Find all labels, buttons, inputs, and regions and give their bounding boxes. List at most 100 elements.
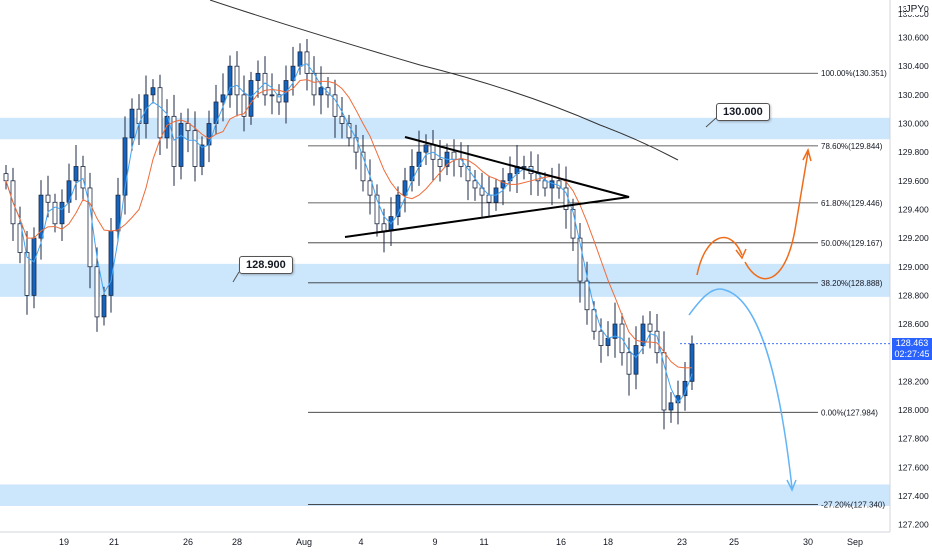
orange-arrow-2	[744, 147, 812, 280]
candle-body-39	[276, 94, 282, 103]
candle-body-74	[521, 166, 527, 168]
fib-label-4: 38.20%(128.888)	[821, 279, 883, 288]
triangle-pattern	[344, 136, 630, 238]
candle-body-33	[234, 65, 240, 96]
candle-body-94	[661, 352, 667, 411]
candle-body-81	[570, 209, 576, 239]
y-tick-label-7: 128.600	[898, 319, 929, 329]
y-tick-label-13: 129.800	[898, 147, 929, 157]
candle-body-11	[80, 166, 86, 189]
x-tick-label-7: 11	[479, 537, 488, 547]
candle-body-35	[248, 80, 254, 117]
candle-body-54	[381, 223, 387, 232]
candle-body-53	[374, 194, 380, 225]
candle-body-64	[451, 151, 457, 160]
ma-slow-line	[5, 79, 693, 369]
candle-body-84	[591, 309, 597, 332]
candle-body-23	[164, 115, 170, 139]
candle-body-51	[360, 151, 366, 182]
candle-body-14	[101, 294, 107, 318]
candle-body-28	[199, 144, 205, 167]
candle-body-18	[129, 108, 135, 139]
zone-band-2	[0, 484, 890, 506]
candle-body-41	[290, 65, 296, 81]
candle-body-48	[339, 115, 345, 124]
x-tick-label-5: 4	[358, 537, 363, 547]
blue-arrow	[688, 288, 797, 492]
callout-128900-text: 128.900	[246, 259, 286, 271]
y-tick-label-11: 129.400	[898, 204, 929, 214]
fib-label-3: 50.00%(129.167)	[821, 239, 883, 248]
candle-body-90	[633, 345, 639, 375]
candle-body-26	[185, 123, 191, 132]
zone-band-0	[0, 117, 890, 140]
current-price-tag: 128.463 02:27:45	[892, 338, 932, 360]
x-tick-label-4: Aug	[296, 537, 312, 547]
candle-body-87	[612, 323, 618, 339]
x-tick-label-1: 21	[109, 537, 119, 547]
candle-body-27	[192, 130, 198, 167]
y-tick-label-8: 128.800	[898, 290, 929, 300]
candle-body-16	[115, 194, 121, 232]
ma-long-line	[209, 0, 679, 161]
candle-body-36	[255, 72, 261, 81]
y-tick-label-16: 130.400	[898, 61, 929, 71]
candle-body-32	[227, 65, 233, 96]
candle-body-21	[150, 87, 156, 96]
x-tick-label-8: 16	[556, 537, 566, 547]
candle-body-22	[157, 87, 163, 139]
candle-body-13	[94, 266, 100, 318]
y-tick-label-12: 129.600	[898, 176, 929, 186]
candle-body-78	[549, 180, 555, 189]
candle-body-43	[304, 51, 310, 74]
x-tick-label-3: 28	[232, 537, 242, 547]
candle-body-56	[395, 194, 401, 218]
candle-body-7	[52, 201, 58, 225]
y-tick-label-3: 127.800	[898, 434, 929, 444]
candle-body-62	[437, 158, 443, 167]
candle-body-85	[598, 330, 604, 346]
candle-body-98	[689, 343, 695, 382]
candle-body-57	[402, 180, 408, 196]
candle-body-77	[542, 180, 548, 189]
current-price-countdown: 02:27:45	[894, 349, 930, 359]
candle-body-6	[45, 194, 51, 203]
fib-label-0: 100.00%(130.351)	[821, 69, 887, 78]
y-tick-label-9: 129.000	[898, 262, 929, 272]
callout-130000-text: 130.000	[723, 106, 763, 118]
x-tick-label-6: 9	[432, 537, 437, 547]
zone-band-1	[0, 263, 890, 297]
x-tick-label-2: 26	[183, 537, 193, 547]
candle-body-47	[332, 94, 338, 117]
fib-label-5: 0.00%(127.984)	[821, 408, 878, 417]
candle-body-67	[472, 180, 478, 189]
candle-body-69	[486, 194, 492, 203]
y-tick-label-0: 127.200	[898, 520, 929, 530]
x-tick-label-13: Sep	[847, 537, 863, 547]
candle-body-15	[108, 230, 114, 296]
currency-label: JPY	[905, 4, 924, 15]
callout-128900[interactable]: 128.900	[239, 256, 293, 274]
y-tick-label-17: 130.600	[898, 33, 929, 43]
callout-130000-connector	[705, 117, 717, 128]
fib-label-2: 61.80%(129.446)	[821, 199, 883, 208]
y-tick-label-4: 128.000	[898, 405, 929, 415]
x-tick-label-12: 30	[803, 537, 813, 547]
candle-body-71	[500, 180, 506, 189]
candle-body-17	[122, 137, 128, 196]
candle-body-46	[325, 87, 331, 96]
y-tick-label-1: 127.400	[898, 491, 929, 501]
candle-body-0	[3, 173, 9, 182]
candle-body-91	[640, 323, 646, 346]
callout-128900-connector	[232, 271, 240, 283]
y-tick-label-5: 128.200	[898, 376, 929, 386]
x-tick-label-10: 23	[677, 537, 687, 547]
candle-body-25	[178, 123, 184, 167]
callout-130000[interactable]: 130.000	[716, 103, 770, 121]
candle-body-49	[346, 123, 352, 139]
candle-body-66	[465, 166, 471, 182]
candle-body-34	[241, 94, 247, 117]
candle-body-4	[31, 237, 37, 296]
candle-body-83	[584, 280, 590, 311]
